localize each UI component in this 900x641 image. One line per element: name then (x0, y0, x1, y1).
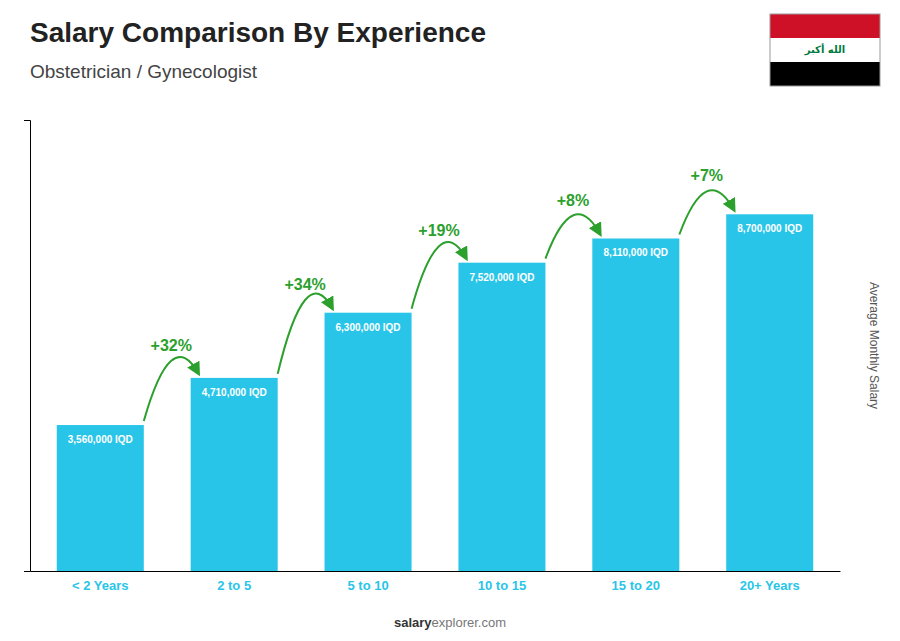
bar (57, 425, 144, 571)
tick: 15 to 20 (612, 578, 660, 593)
bars (57, 214, 813, 571)
bar (726, 214, 813, 571)
data-label: 7,520,000 IQD (469, 272, 534, 283)
data-label: 8,700,000 IQD (737, 223, 802, 234)
pct-label: +8% (557, 192, 589, 209)
y-axis (24, 121, 31, 572)
pct-label: +7% (691, 167, 723, 184)
flag-stripe (770, 38, 880, 62)
tick-label: < 2 Years (72, 578, 129, 593)
tick-label: 15 to 20 (612, 578, 660, 593)
chart: Salary Comparison By Experience Obstetric… (0, 0, 900, 641)
tick: 5 to 10 (347, 578, 388, 593)
tick: 10 to 15 (478, 578, 526, 593)
pct-label: +19% (418, 222, 459, 239)
tick-label: 2 to 5 (217, 578, 251, 593)
arrow (144, 357, 199, 421)
axis-label: Average Monthly Salary (867, 282, 881, 409)
website-part: salary (394, 615, 432, 630)
tick: 2 to 5 (217, 578, 251, 593)
arrow (412, 242, 467, 309)
flag-text: الله أكبر (804, 43, 845, 56)
data-label: 6,300,000 IQD (336, 322, 401, 333)
flag-border (770, 14, 880, 86)
tick-label: 10 to 15 (478, 578, 526, 593)
website: salaryexplorer.com (394, 615, 506, 630)
data-label: 3,560,000 IQD (68, 434, 133, 445)
arrow (278, 294, 333, 374)
y-axis-line (24, 121, 31, 572)
flag: الله أكبر (770, 14, 880, 86)
arrow (679, 190, 734, 234)
data-label: 8,110,000 IQD (604, 247, 669, 258)
bar (325, 313, 412, 571)
website-part: explorer.com (432, 615, 506, 630)
pct-label: +32% (151, 337, 192, 354)
x-axis-line (31, 571, 841, 572)
tick-label: 5 to 10 (347, 578, 388, 593)
tick: < 2 Years (72, 578, 129, 593)
bar (191, 378, 278, 571)
title: Salary Comparison By Experience (30, 17, 486, 48)
flag-stripe (770, 14, 880, 38)
flag-stripe (770, 62, 880, 86)
arrow (545, 214, 600, 258)
data-label: 4,710,000 IQD (202, 387, 267, 398)
bar (458, 263, 545, 571)
tick: 20+ Years (740, 578, 800, 593)
x-axis: < 2 Years 2 to 5 5 to 10 10 to 15 15 to 20 20… (31, 572, 841, 594)
pct-label: +34% (284, 276, 325, 293)
data-labels: 3,560,000 IQD 4,710,000 IQD 6,300,000 IQD 7… (68, 223, 802, 445)
subtitle: Obstetrician / Gynecologist (30, 61, 258, 82)
bar (592, 238, 679, 571)
growth-arrows: +32% +34% +19% +8% +7% (144, 167, 734, 421)
tick-label: 20+ Years (740, 578, 800, 593)
